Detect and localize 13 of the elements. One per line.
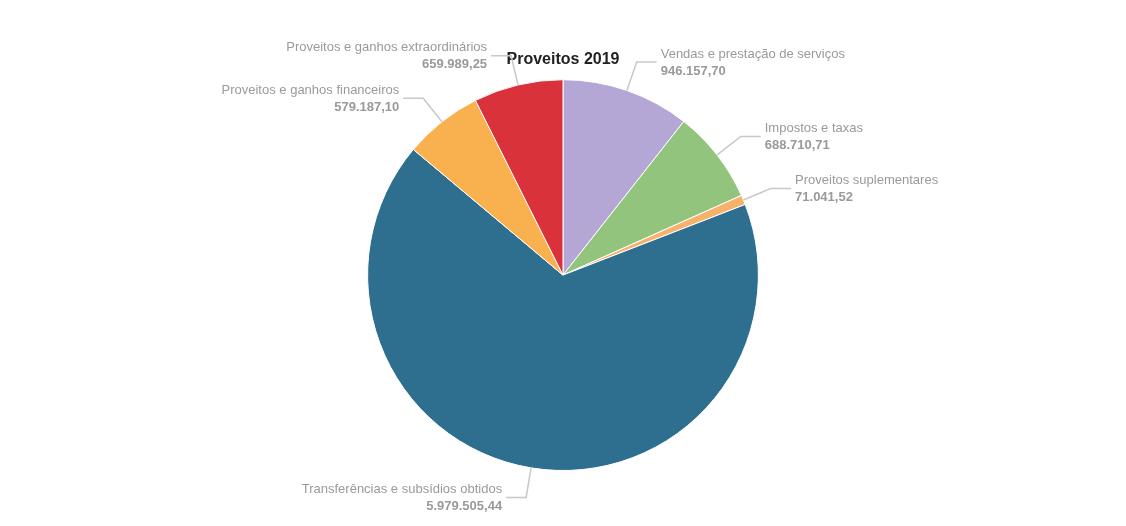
slice-label: Proveitos e ganhos financeiros xyxy=(221,81,400,97)
slice-label: Transferências e subsídios obtidos xyxy=(301,481,503,497)
slice-label: Vendas e prestação de serviços xyxy=(660,45,846,61)
data-label: 579.187,10 xyxy=(334,98,400,114)
slice-label: Impostos e taxas xyxy=(764,120,864,136)
data-label: 659.989,25 xyxy=(422,56,488,72)
slice-label: Proveitos suplementares xyxy=(795,171,939,187)
text: Proveitos 2019 xyxy=(506,50,620,68)
data-label: 5.979.505,44 xyxy=(426,498,503,514)
data-label: 71.041,52 xyxy=(795,188,853,204)
data-label: 946.157,70 xyxy=(660,62,726,78)
slice-label: Proveitos e ganhos extraordinários xyxy=(286,39,488,55)
data-label: 688.710,71 xyxy=(764,137,830,153)
